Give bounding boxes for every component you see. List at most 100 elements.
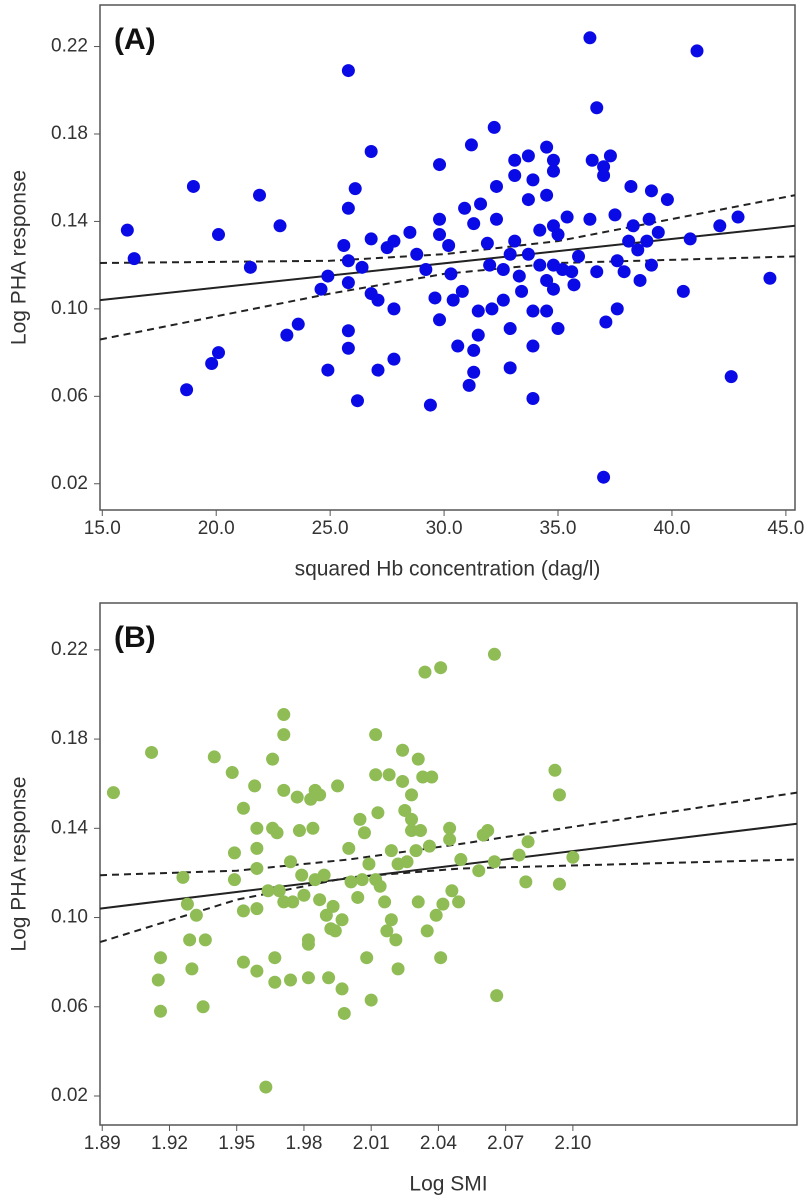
data-point bbox=[683, 232, 697, 246]
data-point bbox=[180, 897, 194, 911]
x-tick-label: 35.0 bbox=[540, 518, 577, 539]
y-tick-label: 0.02 bbox=[51, 1085, 88, 1106]
data-point bbox=[236, 904, 250, 918]
data-point bbox=[676, 284, 690, 298]
fit-line bbox=[100, 224, 795, 302]
data-point bbox=[429, 908, 443, 922]
data-point bbox=[341, 254, 355, 268]
data-point bbox=[481, 824, 495, 838]
data-point bbox=[301, 971, 315, 985]
data-point bbox=[261, 884, 275, 898]
data-point bbox=[380, 924, 394, 938]
data-point bbox=[533, 258, 547, 272]
data-point bbox=[626, 219, 640, 233]
data-point bbox=[512, 269, 526, 283]
data-point bbox=[583, 212, 597, 226]
data-point bbox=[631, 243, 645, 257]
data-point bbox=[552, 877, 566, 891]
panel: 1.89 1.92 1.95 1.98 2.01 2.04 2.07 2.10 0.02 0.06… bbox=[8, 602, 798, 1196]
data-point bbox=[451, 339, 465, 353]
data-point bbox=[145, 745, 159, 759]
x-tick-label: 2.07 bbox=[487, 1133, 524, 1154]
data-point bbox=[337, 1006, 351, 1020]
fit-line bbox=[100, 822, 797, 910]
data-point bbox=[382, 768, 396, 782]
data-point bbox=[154, 1004, 168, 1018]
data-point bbox=[291, 317, 305, 331]
data-point bbox=[364, 144, 378, 158]
data-point bbox=[280, 328, 294, 342]
data-point bbox=[503, 247, 517, 261]
data-point bbox=[364, 232, 378, 246]
data-point bbox=[610, 254, 624, 268]
y-tick-label: 0.18 bbox=[51, 123, 88, 144]
data-point bbox=[660, 193, 674, 207]
data-point bbox=[483, 258, 497, 272]
data-point bbox=[434, 661, 448, 675]
data-point bbox=[355, 260, 369, 274]
data-point bbox=[277, 895, 291, 909]
data-point bbox=[454, 853, 468, 867]
data-point bbox=[462, 378, 476, 392]
data-point bbox=[433, 228, 447, 242]
data-point bbox=[387, 352, 401, 366]
data-point bbox=[337, 238, 351, 252]
data-point bbox=[211, 228, 225, 242]
data-point bbox=[350, 394, 364, 408]
data-point bbox=[326, 899, 340, 913]
data-point bbox=[369, 768, 383, 782]
x-tick-label: 2.04 bbox=[420, 1133, 457, 1154]
data-point bbox=[364, 993, 378, 1007]
data-point bbox=[341, 64, 355, 78]
data-point bbox=[344, 875, 358, 889]
data-point bbox=[640, 234, 654, 248]
data-point bbox=[467, 217, 481, 231]
data-point bbox=[236, 955, 250, 969]
data-point bbox=[189, 908, 203, 922]
data-point bbox=[519, 875, 533, 889]
data-point bbox=[521, 247, 535, 261]
data-point bbox=[205, 357, 219, 371]
x-tick-label: 1.95 bbox=[218, 1133, 255, 1154]
data-point bbox=[496, 293, 510, 307]
data-point bbox=[487, 647, 501, 661]
data-point bbox=[185, 962, 199, 976]
y-tick-label: 0.06 bbox=[51, 996, 88, 1017]
data-point bbox=[548, 763, 562, 777]
data-point bbox=[533, 223, 547, 237]
data-point bbox=[211, 346, 225, 360]
data-point bbox=[474, 197, 488, 211]
data-point bbox=[603, 149, 617, 163]
data-point bbox=[341, 201, 355, 215]
data-point bbox=[508, 153, 522, 167]
data-point bbox=[268, 951, 282, 965]
data-point bbox=[248, 779, 262, 793]
data-point bbox=[521, 149, 535, 163]
data-point bbox=[295, 868, 309, 882]
data-point bbox=[369, 728, 383, 742]
data-point bbox=[624, 179, 638, 193]
data-point bbox=[183, 933, 197, 947]
data-point bbox=[472, 864, 486, 878]
data-point bbox=[317, 868, 331, 882]
data-point bbox=[328, 924, 342, 938]
data-point bbox=[286, 895, 300, 909]
data-point bbox=[503, 322, 517, 336]
data-point bbox=[690, 44, 704, 58]
data-point bbox=[384, 844, 398, 858]
data-point bbox=[342, 841, 356, 855]
data-point bbox=[331, 779, 345, 793]
data-point bbox=[644, 258, 658, 272]
data-point bbox=[306, 821, 320, 835]
data-point bbox=[335, 982, 349, 996]
data-point bbox=[540, 304, 554, 318]
plot-area bbox=[99, 4, 796, 511]
data-point bbox=[552, 788, 566, 802]
data-point bbox=[551, 228, 565, 242]
y-tick-label: 0.10 bbox=[51, 907, 88, 928]
x-tick-label: 1.89 bbox=[84, 1133, 121, 1154]
data-point bbox=[272, 884, 286, 898]
data-point bbox=[391, 962, 405, 976]
data-point bbox=[227, 873, 241, 887]
data-point bbox=[445, 884, 459, 898]
